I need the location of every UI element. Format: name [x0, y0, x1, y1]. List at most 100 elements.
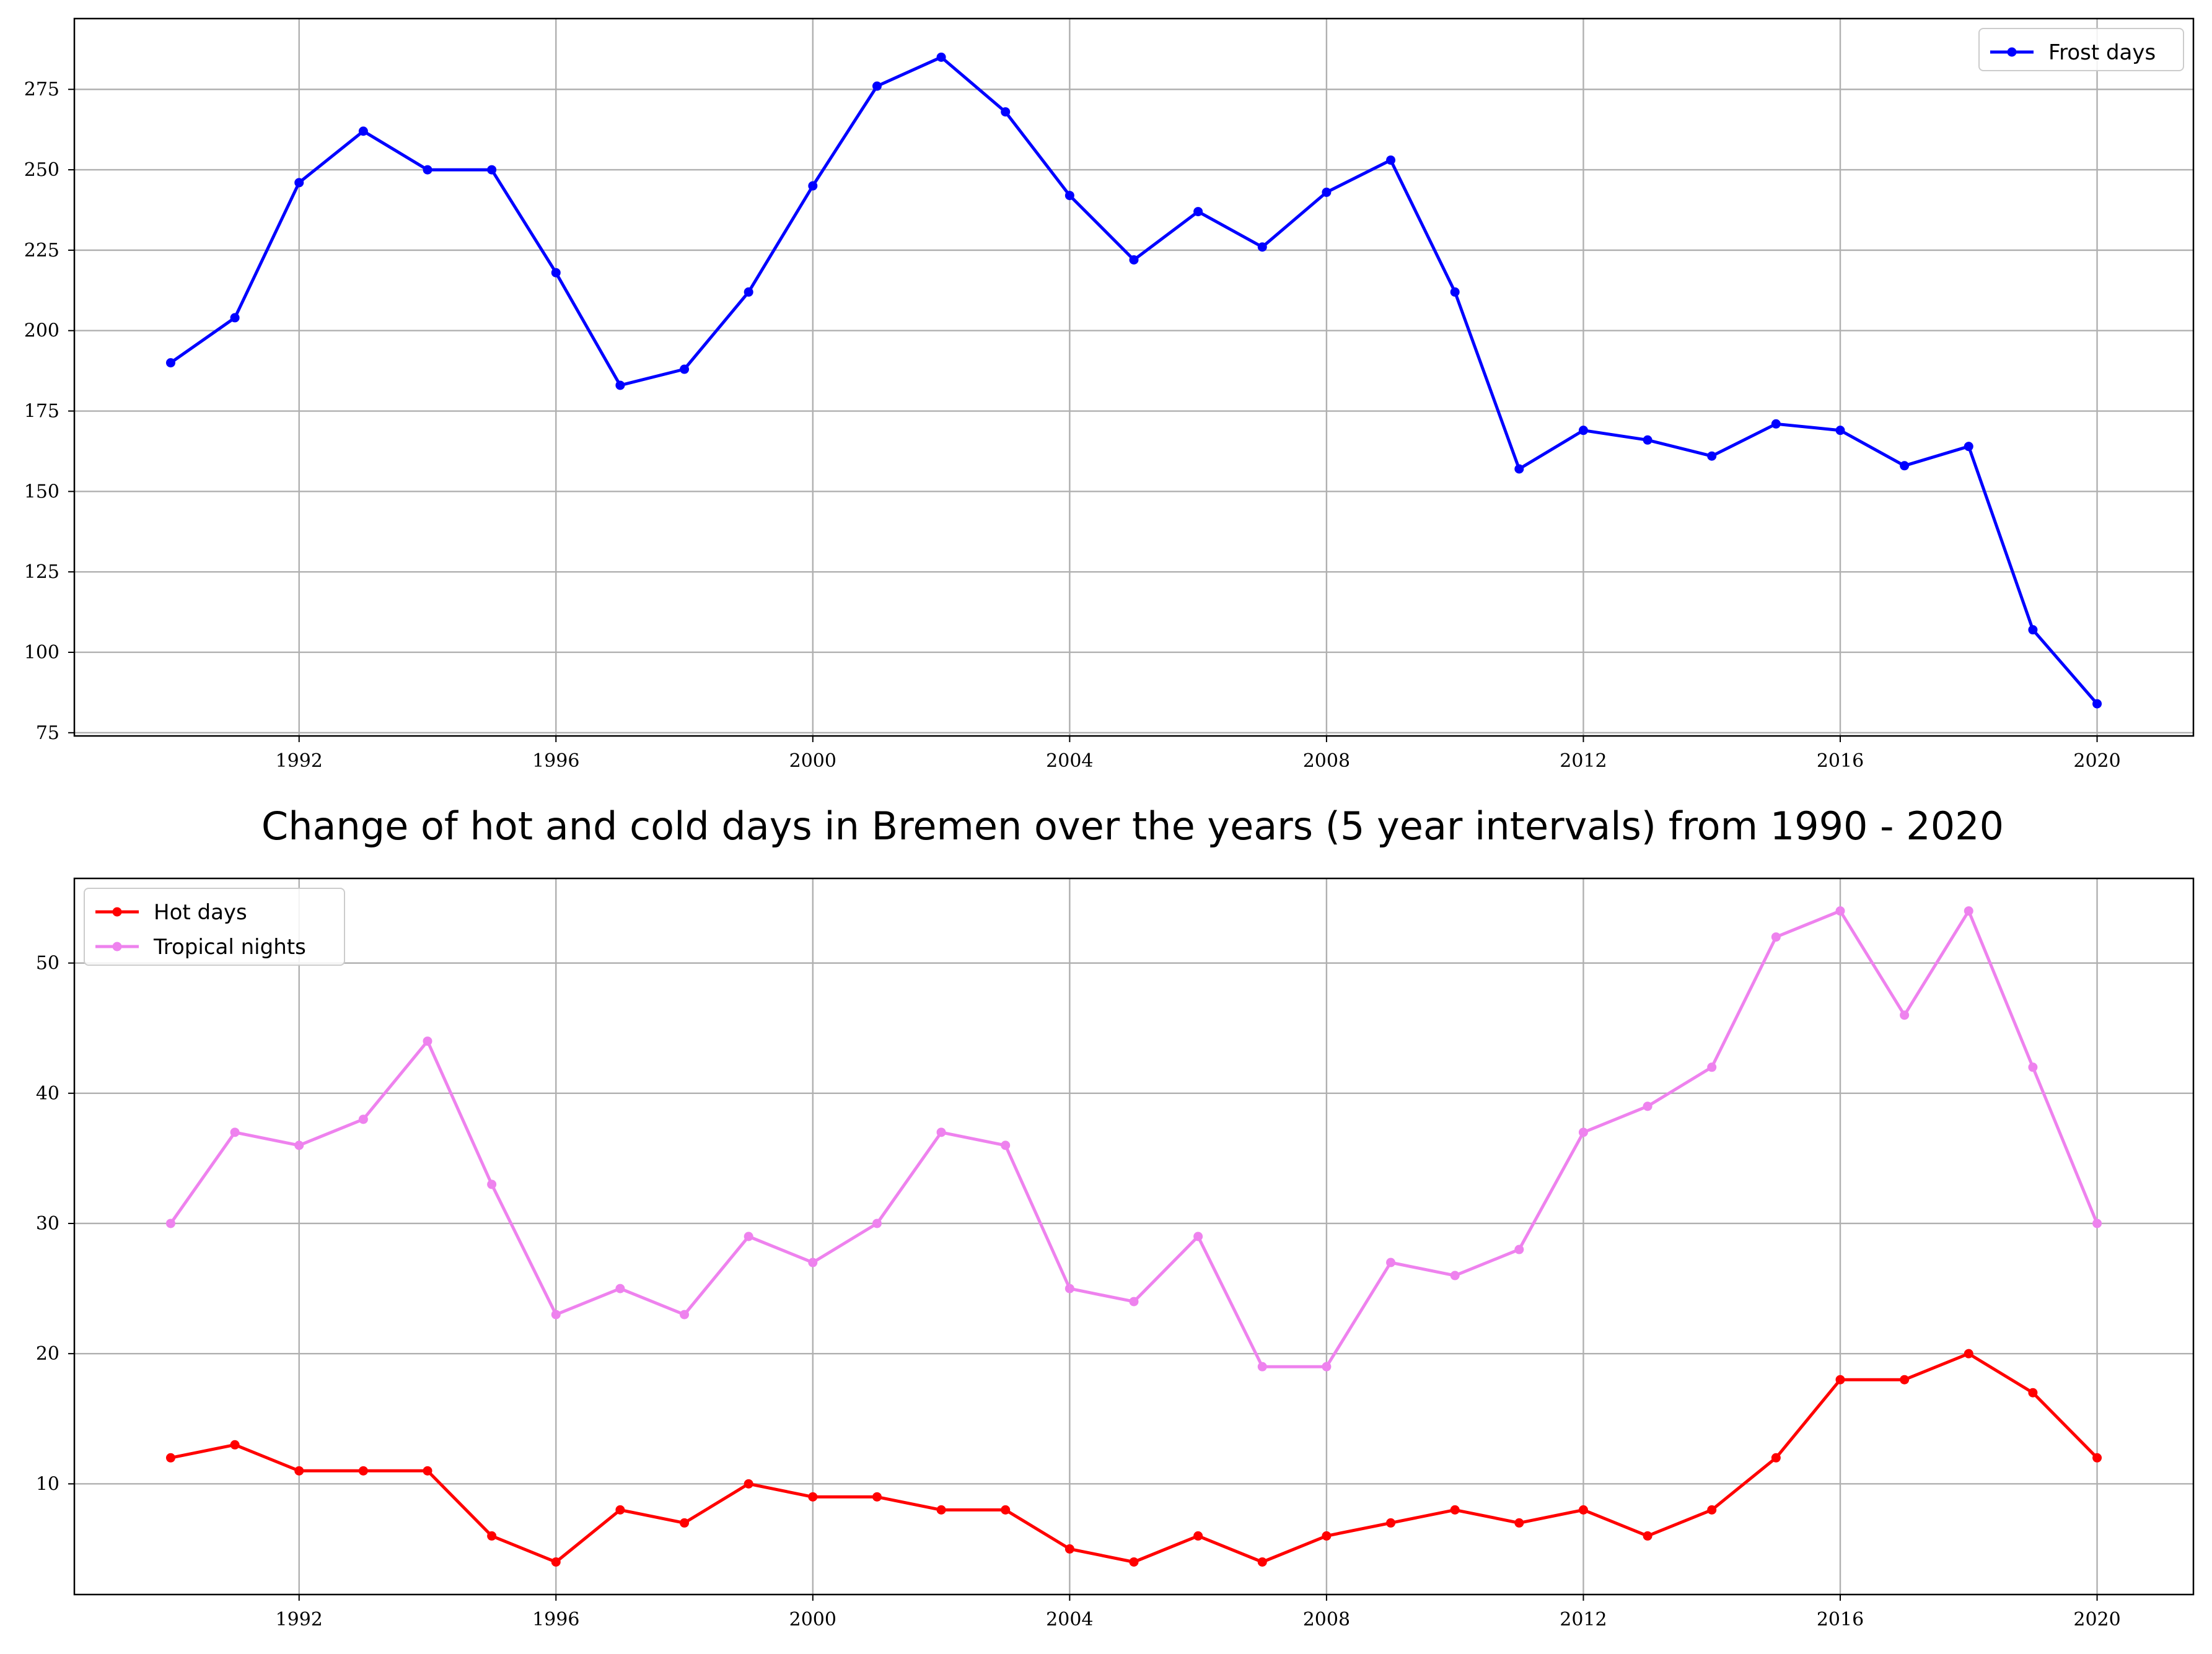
legend-marker-tropical-nights: [112, 942, 122, 952]
data-point-hot-days: [1193, 1531, 1203, 1541]
x-tick-label: 2004: [1046, 750, 1093, 772]
data-point-tropical-nights: [423, 1036, 432, 1046]
data-point-hot-days: [358, 1466, 368, 1476]
data-point-hot-days: [744, 1479, 753, 1489]
data-point-hot-days: [551, 1557, 561, 1567]
series-line-hot-days: [170, 1352, 2099, 1564]
data-point-tropical-nights: [230, 1127, 240, 1137]
figure-title: Change of hot and cold days in Bremen ov…: [261, 803, 2004, 849]
data-point-tropical-nights: [1771, 932, 1781, 942]
data-point-hot-days: [1643, 1531, 1652, 1541]
data-point-tropical-nights: [1707, 1062, 1717, 1072]
data-point-frost-days: [1964, 442, 1973, 452]
data-point-tropical-nights: [1450, 1271, 1460, 1280]
data-point-tropical-nights: [1514, 1245, 1524, 1254]
data-point-hot-days: [2028, 1388, 2038, 1398]
data-point-tropical-nights: [680, 1310, 690, 1319]
x-tick-label: 2004: [1046, 1609, 1093, 1630]
y-tick-label: 100: [24, 642, 59, 663]
data-point-tropical-nights: [1001, 1140, 1011, 1150]
data-point-hot-days: [680, 1518, 690, 1528]
data-point-tropical-nights: [808, 1258, 818, 1267]
x-tick-label: 2020: [2073, 750, 2120, 772]
frost-days-panel: 1992 1996 2000 2004 2008 2012 2016 2020 75 100 125…: [24, 17, 2195, 772]
data-point-hot-days: [165, 1453, 175, 1463]
data-point-tropical-nights: [2092, 1219, 2102, 1228]
y-tick-label: 50: [36, 953, 59, 974]
data-point-tropical-nights: [1900, 1010, 1910, 1020]
data-point-tropical-nights: [936, 1127, 946, 1137]
x-tick-label: 2000: [789, 1609, 836, 1630]
data-point-frost-days: [2092, 699, 2102, 709]
data-point-frost-days: [551, 268, 561, 278]
data-point-frost-days: [1707, 451, 1717, 461]
data-point-hot-days: [1257, 1557, 1267, 1567]
legend-box: [84, 888, 345, 966]
data-point-frost-days: [1771, 419, 1781, 429]
axes-frame: [73, 877, 2195, 1596]
data-point-hot-days: [1129, 1557, 1139, 1567]
data-point-frost-days: [1514, 464, 1524, 474]
data-point-hot-days: [872, 1492, 882, 1502]
legend: Frost days: [1978, 28, 2184, 71]
y-tick-label: 275: [24, 79, 59, 100]
data-point-tropical-nights: [1257, 1362, 1267, 1372]
x-tick-label: 2000: [789, 750, 836, 772]
legend-marker-frost-days: [2007, 47, 2017, 57]
data-point-tropical-nights: [165, 1219, 175, 1228]
data-point-frost-days: [1322, 187, 1332, 197]
data-point-frost-days: [1900, 461, 1910, 471]
y-tick-label: 30: [36, 1213, 59, 1235]
data-point-hot-days: [1707, 1505, 1717, 1515]
data-point-hot-days: [423, 1466, 432, 1476]
legend-box: [1978, 28, 2184, 71]
data-point-tropical-nights: [1835, 906, 1845, 916]
legend-label-hot-days: Hot days: [154, 900, 247, 925]
data-point-frost-days: [423, 165, 432, 175]
data-point-frost-days: [487, 165, 497, 175]
data-point-tropical-nights: [615, 1284, 625, 1293]
legend-label-tropical-nights: Tropical nights: [153, 935, 306, 960]
data-point-frost-days: [744, 287, 753, 297]
data-point-hot-days: [1964, 1349, 1973, 1359]
data-point-hot-days: [1578, 1505, 1588, 1515]
data-point-tropical-nights: [872, 1219, 882, 1228]
data-point-hot-days: [1771, 1453, 1781, 1463]
data-point-frost-days: [1450, 287, 1460, 297]
data-point-tropical-nights: [1386, 1258, 1396, 1267]
series-line-frost-days: [170, 55, 2099, 705]
data-point-frost-days: [230, 313, 240, 323]
hot-days-tropical-nights-panel: 1992 1996 2000 2004 2008 2012 2016 2020 10 20 30 40…: [36, 877, 2195, 1630]
data-point-frost-days: [2028, 625, 2038, 635]
x-tick-label: 2016: [1817, 1609, 1864, 1630]
data-point-tropical-nights: [1193, 1232, 1203, 1241]
data-point-tropical-nights: [1643, 1101, 1652, 1111]
y-tick-label: 20: [36, 1343, 59, 1365]
data-point-frost-days: [1001, 107, 1011, 117]
data-point-frost-days: [808, 181, 818, 191]
data-point-frost-days: [1257, 242, 1267, 252]
x-tick-label: 1996: [532, 1609, 579, 1630]
data-point-hot-days: [808, 1492, 818, 1502]
data-point-frost-days: [1386, 155, 1396, 165]
y-tick-label: 125: [24, 561, 59, 583]
data-point-tropical-nights: [1129, 1297, 1139, 1306]
axes-frame: [73, 17, 2195, 737]
data-point-hot-days: [1386, 1518, 1396, 1528]
data-point-tropical-nights: [744, 1232, 753, 1241]
y-tick-label: 225: [24, 240, 59, 261]
data-point-hot-days: [1514, 1518, 1524, 1528]
y-tick-label: 150: [24, 481, 59, 502]
legend-label-frost-days: Frost days: [2048, 40, 2156, 65]
data-point-frost-days: [1835, 426, 1845, 435]
data-point-tropical-nights: [551, 1310, 561, 1319]
data-point-frost-days: [1193, 207, 1203, 217]
data-point-tropical-nights: [2028, 1062, 2038, 1072]
data-point-hot-days: [1450, 1505, 1460, 1515]
data-point-frost-days: [165, 358, 175, 368]
data-point-hot-days: [615, 1505, 625, 1515]
data-point-tropical-nights: [358, 1114, 368, 1124]
y-tick-label: 75: [36, 722, 59, 744]
x-tick-label: 1992: [276, 1609, 323, 1630]
x-tick-label: 2016: [1817, 750, 1864, 772]
